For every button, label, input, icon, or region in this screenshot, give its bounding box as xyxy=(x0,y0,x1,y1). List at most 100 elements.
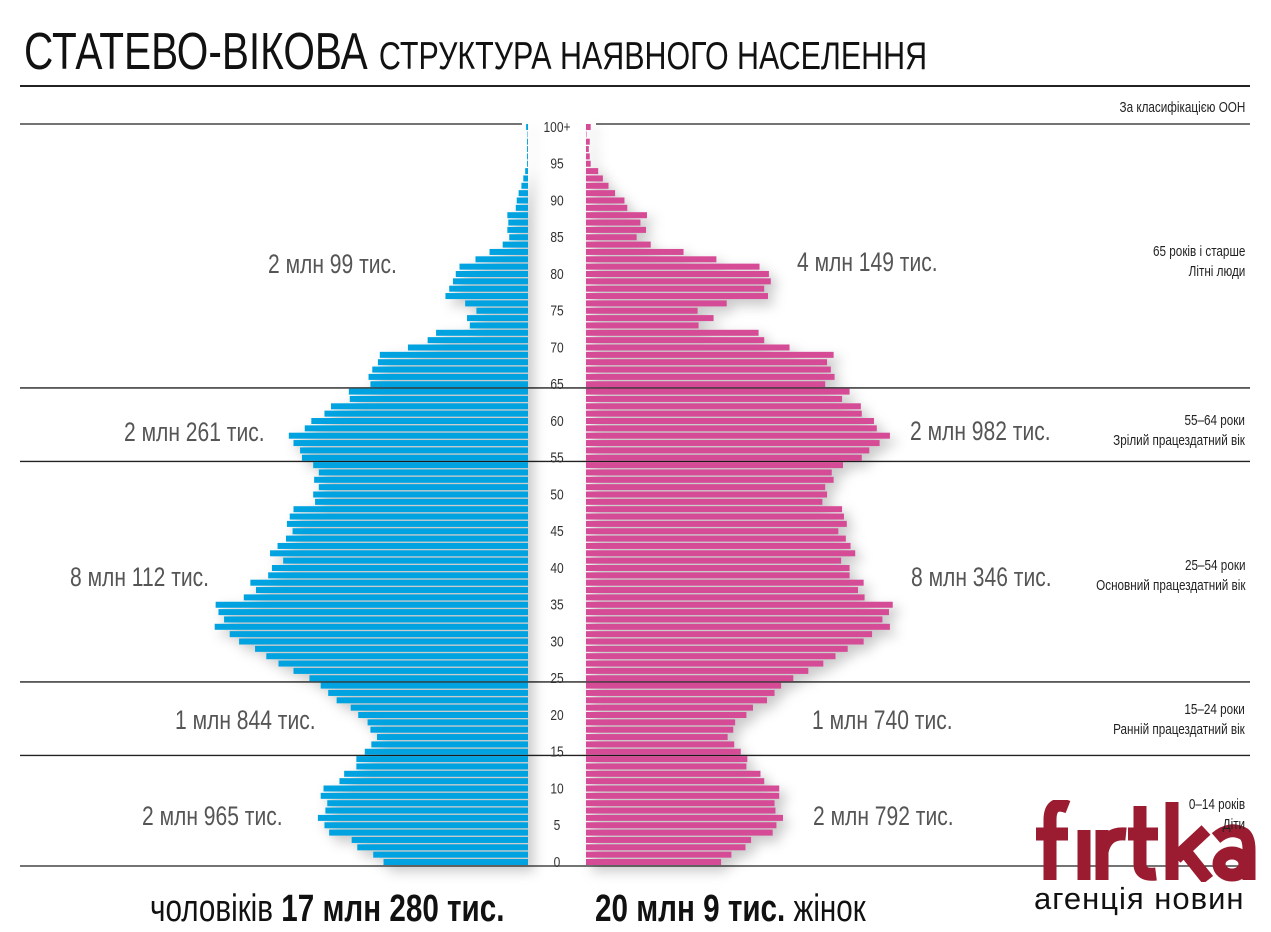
male-bar-age-75 xyxy=(476,307,528,314)
logo-letter-t xyxy=(1128,806,1158,881)
female-bar-age-98 xyxy=(586,138,590,145)
female-bar-age-52 xyxy=(586,476,834,483)
age-tick-label: 70 xyxy=(550,339,564,356)
male-bar-age-6 xyxy=(317,814,528,821)
male-bar-age-94 xyxy=(525,168,528,175)
male-bar-age-24 xyxy=(320,682,528,689)
female-bar-age-42 xyxy=(586,550,856,557)
male-bar-age-89 xyxy=(515,204,528,211)
male-bar-age-99 xyxy=(527,131,528,138)
male-bar-age-40 xyxy=(271,565,528,571)
female-bar-age-84 xyxy=(586,241,651,248)
female-bar-age-77 xyxy=(586,293,768,300)
male-bar-age-23 xyxy=(328,689,528,696)
female-bar-age-47 xyxy=(586,513,844,520)
age-tick-label: 0 xyxy=(554,854,561,871)
male-bar-age-16 xyxy=(371,741,528,748)
male-bar-age-15 xyxy=(364,748,528,755)
female-bar-age-88 xyxy=(586,212,647,219)
male-bar-age-56 xyxy=(300,447,528,454)
male-bar-age-62 xyxy=(331,403,528,410)
male-bar-age-46 xyxy=(286,520,528,527)
male-bar-age-90 xyxy=(516,197,528,204)
age-tick-label: 40 xyxy=(550,560,564,577)
male-bar-age-96 xyxy=(527,153,528,160)
female-bar-age-43 xyxy=(586,542,851,549)
female-bar-age-13 xyxy=(586,763,747,770)
male-bar-age-47 xyxy=(289,513,528,520)
age-tick-label: 25 xyxy=(550,670,563,687)
male-bar-age-31 xyxy=(229,631,528,638)
age-tick-label: 75 xyxy=(550,302,563,319)
male-bar-age-32 xyxy=(214,623,528,630)
female-bar-age-27 xyxy=(586,660,824,667)
female-bar-age-9 xyxy=(586,792,780,799)
female-bar-age-1 xyxy=(586,851,732,858)
male-bar-age-42 xyxy=(270,550,528,557)
male-bar-age-35 xyxy=(215,601,528,608)
female-bar-age-96 xyxy=(586,153,590,160)
title-divider xyxy=(20,85,1250,87)
female-bar-age-82 xyxy=(586,256,717,263)
male-bar-age-8 xyxy=(327,800,528,807)
male-bar-age-1 xyxy=(373,851,528,858)
female-bar-age-18 xyxy=(586,726,734,733)
female-bar-age-23 xyxy=(586,689,775,696)
male-bar-age-43 xyxy=(277,542,528,549)
male-bar-age-54 xyxy=(313,462,528,469)
female-bar-age-25 xyxy=(586,675,794,682)
female-total: 20 млн 9 тис. жінок xyxy=(595,888,866,930)
male-bar-age-87 xyxy=(508,219,528,226)
female-group-label-65plus: 4 млн 149 тис. xyxy=(797,247,938,277)
female-bar-age-100 xyxy=(586,124,591,130)
female-bar-age-17 xyxy=(586,734,728,741)
male-bar-age-71 xyxy=(427,337,528,344)
female-bar-age-39 xyxy=(586,572,850,579)
age-tick-label: 55 xyxy=(550,449,563,466)
female-bar-age-37 xyxy=(586,587,859,594)
female-bar-age-55 xyxy=(586,454,862,461)
female-bar-age-48 xyxy=(586,506,843,513)
male-bar-age-20 xyxy=(358,712,528,718)
female-bar-age-95 xyxy=(586,160,591,167)
male-bar-age-11 xyxy=(339,778,528,785)
male-bar-age-28 xyxy=(266,653,528,660)
female-bar-age-73 xyxy=(586,322,699,329)
male-bar-age-30 xyxy=(239,638,528,645)
male-bar-age-60 xyxy=(311,418,528,424)
male-bar-age-57 xyxy=(293,440,528,447)
female-group-label-15-24: 1 млн 740 тис. xyxy=(812,705,953,735)
female-bar-age-56 xyxy=(586,447,870,454)
female-bar-age-67 xyxy=(586,366,831,373)
female-bar-age-36 xyxy=(586,594,865,601)
male-bar-age-19 xyxy=(367,719,528,726)
age-tick-label: 10 xyxy=(550,780,564,797)
male-bar-age-3 xyxy=(351,836,528,843)
female-bar-age-24 xyxy=(586,682,782,689)
male-bar-age-21 xyxy=(350,704,528,711)
male-bar-age-100 xyxy=(526,124,528,130)
female-bar-age-41 xyxy=(586,557,842,564)
male-bar-age-66 xyxy=(368,373,528,380)
logo-letter-f xyxy=(1043,800,1071,880)
male-bar-age-63 xyxy=(349,395,528,402)
male-bar-age-53 xyxy=(318,469,528,476)
female-bar-age-8 xyxy=(586,800,775,807)
male-bar-age-68 xyxy=(377,359,528,366)
female-group-label-0-14: 2 млн 792 тис. xyxy=(813,801,954,831)
male-bar-age-41 xyxy=(283,557,528,564)
male-bar-age-72 xyxy=(436,329,528,336)
female-bar-age-63 xyxy=(586,395,843,402)
female-bar-age-89 xyxy=(586,204,628,211)
female-bar-age-94 xyxy=(586,168,599,175)
female-bar-age-83 xyxy=(586,248,684,255)
female-bar-age-16 xyxy=(586,741,735,748)
female-group-label-25-54: 8 млн 346 тис. xyxy=(911,562,1052,592)
female-bars xyxy=(586,124,893,865)
female-bar-age-54 xyxy=(586,462,844,469)
female-bar-age-86 xyxy=(586,226,647,233)
female-bar-age-30 xyxy=(586,638,864,645)
male-bar-age-65 xyxy=(370,381,528,388)
age-tick-label: 65 xyxy=(550,376,563,393)
male-bar-age-48 xyxy=(293,506,528,513)
